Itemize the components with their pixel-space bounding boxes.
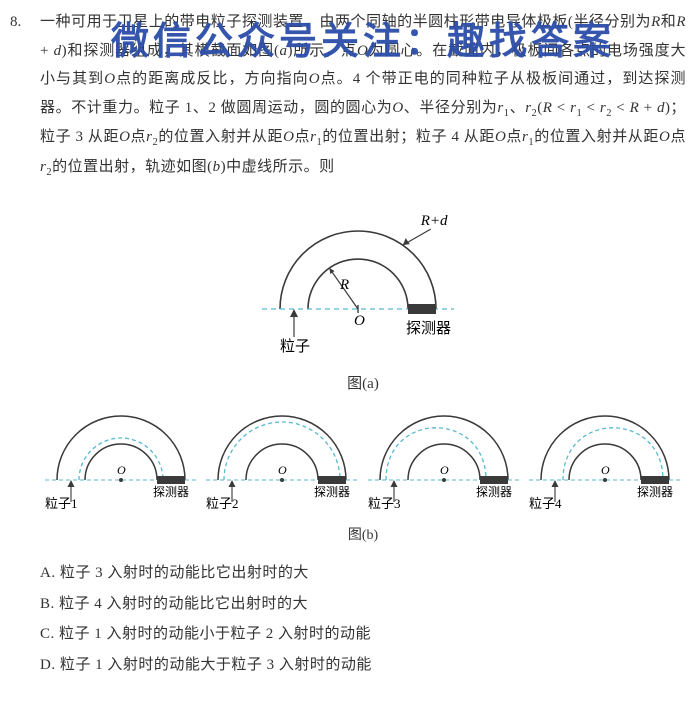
figure-a: R R+d O 粒子 探测器 图(a)	[40, 189, 686, 398]
option: A. 粒子 3 入射时的动能比它出射时的大	[40, 559, 686, 588]
svg-text:探测器: 探测器	[476, 485, 512, 499]
svg-text:粒子3: 粒子3	[368, 496, 401, 511]
question-stem: 一种可用于卫星上的带电粒子探测装置，由两个同轴的半圆柱形带电导体极板(半径分别为…	[40, 8, 686, 183]
svg-text:探测器: 探测器	[406, 320, 451, 337]
figure-b-caption: 图(b)	[40, 523, 686, 550]
svg-text:探测器: 探测器	[153, 485, 189, 499]
svg-text:粒子4: 粒子4	[529, 496, 562, 511]
svg-text:O: O	[601, 463, 610, 477]
question-number: 8.	[10, 8, 40, 681]
svg-text:R: R	[339, 277, 349, 293]
svg-text:探测器: 探测器	[314, 485, 350, 499]
options: A. 粒子 3 入射时的动能比它出射时的大B. 粒子 4 入射时的动能比它出射时…	[40, 559, 686, 679]
option: B. 粒子 4 入射时的动能比它出射时的大	[40, 590, 686, 619]
option: D. 粒子 1 入射时的动能大于粒子 3 入射时的动能	[40, 651, 686, 680]
svg-text:O: O	[440, 463, 449, 477]
svg-text:O: O	[117, 463, 126, 477]
svg-text:R+d: R+d	[420, 213, 448, 229]
svg-text:粒子: 粒子	[280, 338, 310, 355]
figure-b-row: O 探测器粒子1 O 探测器粒子2 O 探测器粒子3 O 探测器粒子4	[40, 402, 686, 525]
svg-text:探测器: 探测器	[637, 485, 673, 499]
svg-text:粒子2: 粒子2	[206, 496, 239, 511]
figure-a-caption: 图(a)	[40, 370, 686, 399]
svg-text:粒子1: 粒子1	[45, 496, 78, 511]
svg-text:O: O	[278, 463, 287, 477]
svg-text:O: O	[354, 313, 365, 329]
option: C. 粒子 1 入射时的动能小于粒子 2 入射时的动能	[40, 620, 686, 649]
